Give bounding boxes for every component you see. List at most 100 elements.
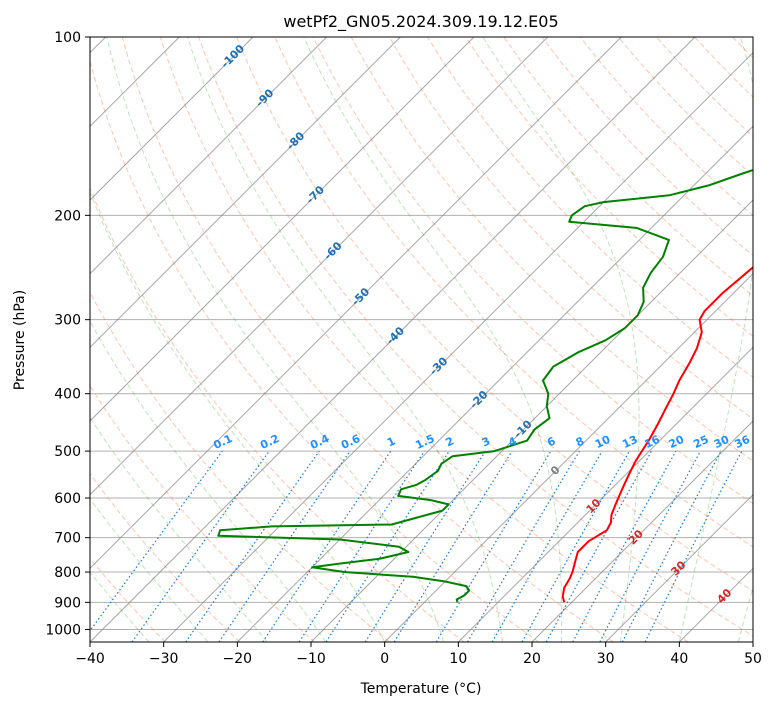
x-tick-label: 0: [380, 651, 389, 667]
isotherm: [163, 51, 753, 642]
mixing-ratio-label: 1.5: [413, 432, 436, 452]
x-tick-label: −40: [75, 651, 105, 667]
dewpoint-profile: [217, 169, 753, 603]
mixing-ratio-label: 2: [444, 434, 456, 449]
y-tick-label: 300: [54, 313, 81, 329]
dry-adiabat: [350, 37, 753, 462]
mixing-ratio-label: 30: [712, 433, 732, 451]
dry-adiabat: [90, 186, 465, 642]
mixing-ratio-line: [262, 450, 392, 642]
y-tick-label: 900: [54, 595, 81, 611]
mixing-ratio-label: 0.2: [258, 432, 281, 452]
isotherm: [457, 346, 753, 642]
isotherm: [90, 37, 328, 275]
moist-adiabat: [482, 37, 640, 642]
y-tick-label: 600: [54, 491, 81, 507]
mixing-ratio-label: 3: [480, 434, 492, 449]
y-tick-label: 800: [54, 565, 81, 581]
x-axis-label: Temperature (°C): [360, 681, 482, 697]
dry-adiabat: [732, 37, 753, 59]
y-tick-label: 1000: [45, 622, 81, 638]
x-tick-label: −10: [296, 651, 326, 667]
mixing-ratio-line: [521, 450, 631, 642]
x-tick-label: 50: [744, 651, 762, 667]
x-tick-label: −20: [223, 651, 253, 667]
mixing-ratio-label: 0.1: [211, 432, 234, 452]
mixing-ratio-label: 36: [733, 433, 753, 451]
moist-adiabat: [90, 190, 386, 642]
isotherm: [90, 37, 401, 349]
dry-adiabat: [90, 291, 390, 642]
dry-adiabat: [541, 37, 753, 257]
x-tick-label: 20: [523, 651, 541, 667]
isotherm: [236, 125, 753, 642]
moist-adiabat: [187, 37, 503, 642]
dry-adiabat: [694, 37, 753, 98]
dry-adiabat: [90, 59, 540, 642]
dry-adiabat: [771, 37, 775, 642]
moist-adiabat: [678, 37, 753, 642]
dry-adiabat: [274, 37, 753, 548]
mixing-ratio-line: [393, 450, 513, 642]
chart-title: wetPf2_GN05.2024.309.19.12.E05: [283, 12, 558, 32]
dry-adiabat: [90, 472, 241, 642]
moist-adiabat: [106, 37, 445, 642]
moist-adiabat: [90, 497, 209, 642]
isotherm: [90, 37, 475, 422]
x-tick-label: 40: [670, 651, 688, 667]
mixing-ratio-label: 10: [593, 433, 613, 451]
mixing-ratio-label: 1: [385, 434, 397, 449]
mixing-ratio-line: [218, 450, 351, 642]
mixing-ratio-label: 0.6: [339, 432, 362, 452]
y-tick-label: 100: [54, 30, 81, 46]
moist-adiabat: [90, 320, 327, 642]
moist-adiabat: [737, 585, 753, 642]
axes: −40 −30 −20 −10 0 10 20 30 40 5010020030040050060…: [45, 30, 762, 667]
plot-frame: [89, 36, 754, 643]
isotherm: [90, 37, 696, 642]
temperature-profile: [561, 265, 753, 603]
series-layer: [217, 169, 753, 603]
mixing-ratio-label: 6: [545, 434, 558, 449]
mixing-ratio-line: [185, 450, 320, 642]
mixing-ratio-line: [572, 450, 677, 642]
dry-adiabat: [90, 384, 316, 642]
x-tick-label: −30: [149, 651, 179, 667]
isotherm: [90, 37, 549, 496]
isotherm: [678, 567, 753, 642]
dry-adiabat: [236, 37, 753, 592]
dry-adiabat: [388, 37, 753, 420]
isotherm: [90, 37, 254, 201]
dry-adiabat: [121, 37, 614, 642]
mixing-ratio-line: [545, 450, 653, 642]
dry-adiabat: [159, 37, 689, 642]
isotherm: [605, 493, 753, 642]
mixing-ratio-line: [90, 450, 223, 632]
moist-adiabat: [90, 416, 268, 642]
isotherm: [90, 37, 622, 570]
mixing-ratio-label: 25: [691, 433, 710, 451]
y-axis-label: Pressure (hPa): [12, 290, 28, 390]
mixing-ratio-label: 16: [642, 433, 662, 451]
dry-adiabat: [198, 37, 753, 637]
mixing-ratio-line: [325, 450, 450, 642]
y-tick-label: 200: [54, 208, 81, 224]
y-tick-label: 700: [54, 531, 81, 547]
isotherm: [752, 641, 753, 642]
isotherm: [310, 199, 753, 642]
mixing-ratio-label: 13: [620, 433, 639, 451]
background-lines: [90, 37, 775, 642]
isotherm: [384, 272, 753, 642]
x-tick-label: 30: [597, 651, 615, 667]
x-tick-label: 10: [449, 651, 467, 667]
y-tick-label: 500: [54, 444, 81, 460]
y-tick-label: 400: [54, 387, 81, 403]
dry-adiabat: [656, 37, 753, 138]
dry-adiabat: [503, 37, 753, 297]
moist-adiabat: [303, 37, 563, 642]
mixing-ratio-line: [644, 450, 743, 642]
mixing-ratio-label: 0.4: [308, 432, 331, 452]
mixing-ratio-line: [131, 450, 270, 642]
isotherm: [531, 420, 753, 642]
